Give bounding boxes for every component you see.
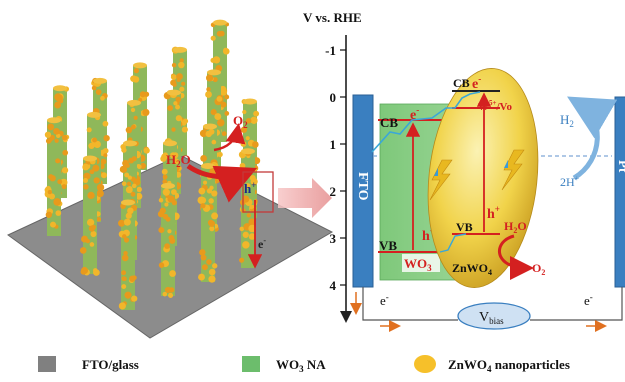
legend-swatch-znwo4 — [414, 355, 436, 373]
left-reactions: H2O O2 h+ e- — [166, 113, 274, 269]
legend-label-znwo4: ZnWO4 nanoparticles — [448, 357, 570, 374]
nanorod-group — [44, 19, 261, 310]
znwo4-cb-label: CB — [453, 76, 470, 90]
circuit-electron-left: e- — [380, 292, 389, 308]
znwo4-electron: e- — [472, 74, 481, 92]
legend-label-wo3: WO3 NA — [276, 357, 326, 374]
potential-axis: V vs. RHE -1 0 1 2 3 4 — [303, 10, 362, 323]
wo3-name: WO3 — [404, 256, 432, 273]
zoom-pink-arrow — [278, 178, 332, 218]
fto-electrode: FTO — [352, 94, 374, 288]
nanorod-array-illustration — [7, 19, 334, 339]
electron-label-left: e- — [258, 236, 266, 251]
fto-label: FTO — [355, 172, 370, 201]
o2-label-left: O2 — [233, 113, 248, 130]
water-label-right: H2O — [504, 219, 527, 235]
hole-transfer-path — [439, 233, 467, 253]
hydrogen-evolution: H2 2H+ — [560, 96, 618, 189]
nanorod — [118, 199, 138, 310]
nanorod — [44, 117, 64, 236]
bias-label: Vbias — [479, 310, 504, 326]
light-bolt-icon-right — [501, 149, 525, 191]
h2-label: H2 — [560, 112, 574, 129]
hole-label-left: h+ — [244, 180, 256, 196]
axis-title: V vs. RHE — [303, 10, 362, 25]
oxidation-curve-arrow — [498, 234, 534, 280]
axis-tick-label: 1 — [330, 137, 337, 152]
legend-label-fto: FTO/glass — [82, 357, 139, 372]
znwo4-reactions: H2O O2 — [498, 219, 545, 280]
external-circuit: e- e- Vbias — [350, 287, 623, 332]
water-label-left: H2O — [166, 152, 191, 169]
znwo4-particle: CB e- W5+/Vo VB h+ ZnWO4 — [427, 68, 539, 288]
circuit-electron-right: e- — [584, 292, 593, 308]
bias-source — [457, 302, 531, 330]
znwo4-vb-label: VB — [456, 220, 473, 234]
pt-label: Pt — [616, 160, 625, 173]
wo3-name-box — [402, 254, 440, 272]
wo3-vb-label: VB — [379, 238, 397, 253]
pt-electrode: Pt — [614, 96, 625, 288]
wo3-electron: e- — [410, 105, 419, 123]
legend-swatch-fto — [38, 356, 56, 372]
nanorod — [157, 182, 177, 298]
zoom-box — [242, 171, 274, 213]
axis-tick-label: -1 — [325, 43, 336, 58]
axis-ticks: -1 0 1 2 3 4 — [325, 43, 346, 293]
wo3-cb-label: CB — [380, 115, 398, 130]
axis-tick-label: 0 — [330, 90, 337, 105]
nanorod — [79, 155, 100, 276]
electron-transfer-path — [371, 91, 481, 153]
znwo4-name: ZnWO4 — [452, 261, 492, 277]
legend-swatch-wo3 — [242, 356, 260, 372]
axis-tick-label: 4 — [330, 278, 337, 293]
o2-release-arrow — [213, 123, 246, 152]
legend: FTO/glass WO3 NA ZnWO4 nanoparticles — [38, 355, 570, 374]
h2-curve-arrow — [567, 96, 618, 181]
proton-label: 2H+ — [560, 174, 580, 189]
light-bolt-icon-left — [429, 159, 453, 201]
o2-label-right: O2 — [532, 261, 545, 277]
axis-tick-label: 3 — [330, 231, 337, 246]
nanorod — [197, 163, 219, 283]
axis-tick-label: 2 — [330, 184, 337, 199]
znwo4-hole: h+ — [487, 204, 500, 222]
